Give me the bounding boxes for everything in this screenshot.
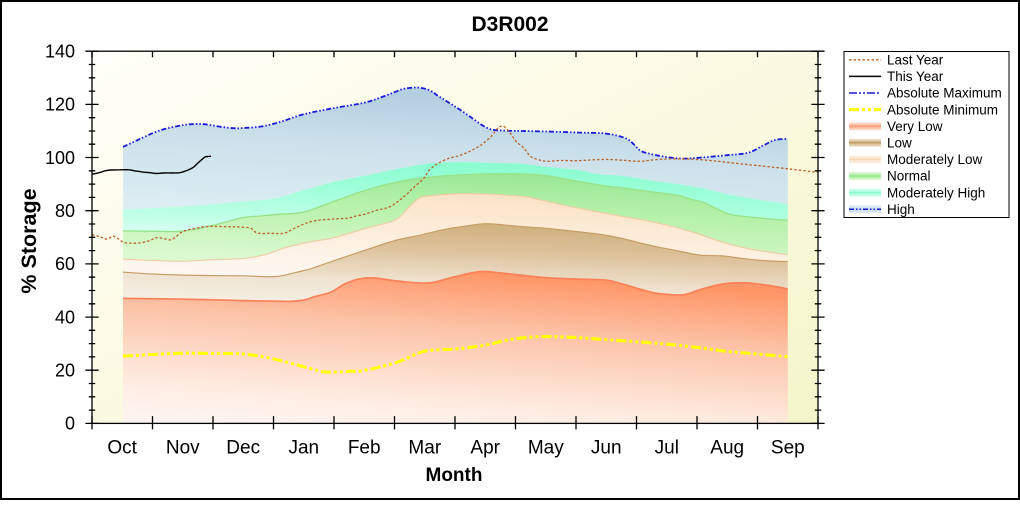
svg-text:Absolute Minimum: Absolute Minimum	[887, 102, 998, 117]
svg-text:Low: Low	[887, 136, 912, 151]
svg-text:Nov: Nov	[166, 438, 200, 459]
svg-text:140: 140	[45, 42, 75, 62]
svg-text:Oct: Oct	[107, 438, 137, 459]
svg-text:This Year: This Year	[887, 69, 944, 84]
svg-text:100: 100	[45, 148, 75, 168]
svg-text:% Storage: % Storage	[17, 188, 41, 293]
svg-text:Moderately Low: Moderately Low	[887, 152, 983, 167]
svg-text:Moderately High: Moderately High	[887, 185, 985, 200]
svg-text:Jan: Jan	[288, 438, 319, 459]
svg-text:Feb: Feb	[348, 438, 381, 459]
svg-text:80: 80	[55, 201, 75, 221]
svg-text:May: May	[528, 438, 564, 459]
svg-text:Apr: Apr	[470, 438, 500, 459]
svg-text:Jul: Jul	[655, 438, 679, 459]
svg-text:Absolute Maximum: Absolute Maximum	[887, 86, 1002, 101]
svg-text:Last Year: Last Year	[887, 53, 944, 68]
svg-text:Sep: Sep	[771, 438, 805, 459]
svg-text:0: 0	[65, 414, 75, 434]
svg-text:D3R002: D3R002	[471, 13, 548, 36]
svg-text:60: 60	[55, 254, 75, 274]
svg-text:Aug: Aug	[710, 438, 744, 459]
svg-text:Mar: Mar	[408, 438, 441, 459]
svg-text:Very Low: Very Low	[887, 119, 943, 134]
svg-text:120: 120	[45, 95, 75, 115]
svg-text:Jun: Jun	[591, 438, 622, 459]
svg-text:Month: Month	[426, 465, 483, 486]
svg-text:20: 20	[55, 361, 75, 381]
svg-text:Dec: Dec	[226, 438, 260, 459]
svg-text:40: 40	[55, 307, 75, 327]
svg-text:High: High	[887, 202, 915, 217]
svg-text:Normal: Normal	[887, 169, 931, 184]
